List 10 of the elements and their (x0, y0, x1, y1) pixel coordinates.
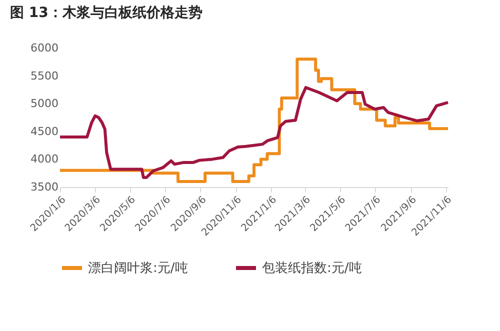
y-tick-label: 5000 (30, 97, 58, 110)
y-tick-label: 4500 (30, 124, 58, 138)
line-series (58, 86, 450, 180)
chart-title: 图 13：木浆与白板纸价格走势 (10, 5, 202, 21)
y-tick-label: 6000 (30, 42, 58, 54)
y-tick-label: 5500 (30, 69, 58, 82)
y-tick-label: 4000 (30, 152, 58, 166)
legend-label: 包装纸指数:元/吨 (262, 261, 362, 276)
y-tick-label: 3500 (30, 180, 58, 194)
legend-label: 漂白阔叶浆:元/吨 (88, 261, 188, 276)
